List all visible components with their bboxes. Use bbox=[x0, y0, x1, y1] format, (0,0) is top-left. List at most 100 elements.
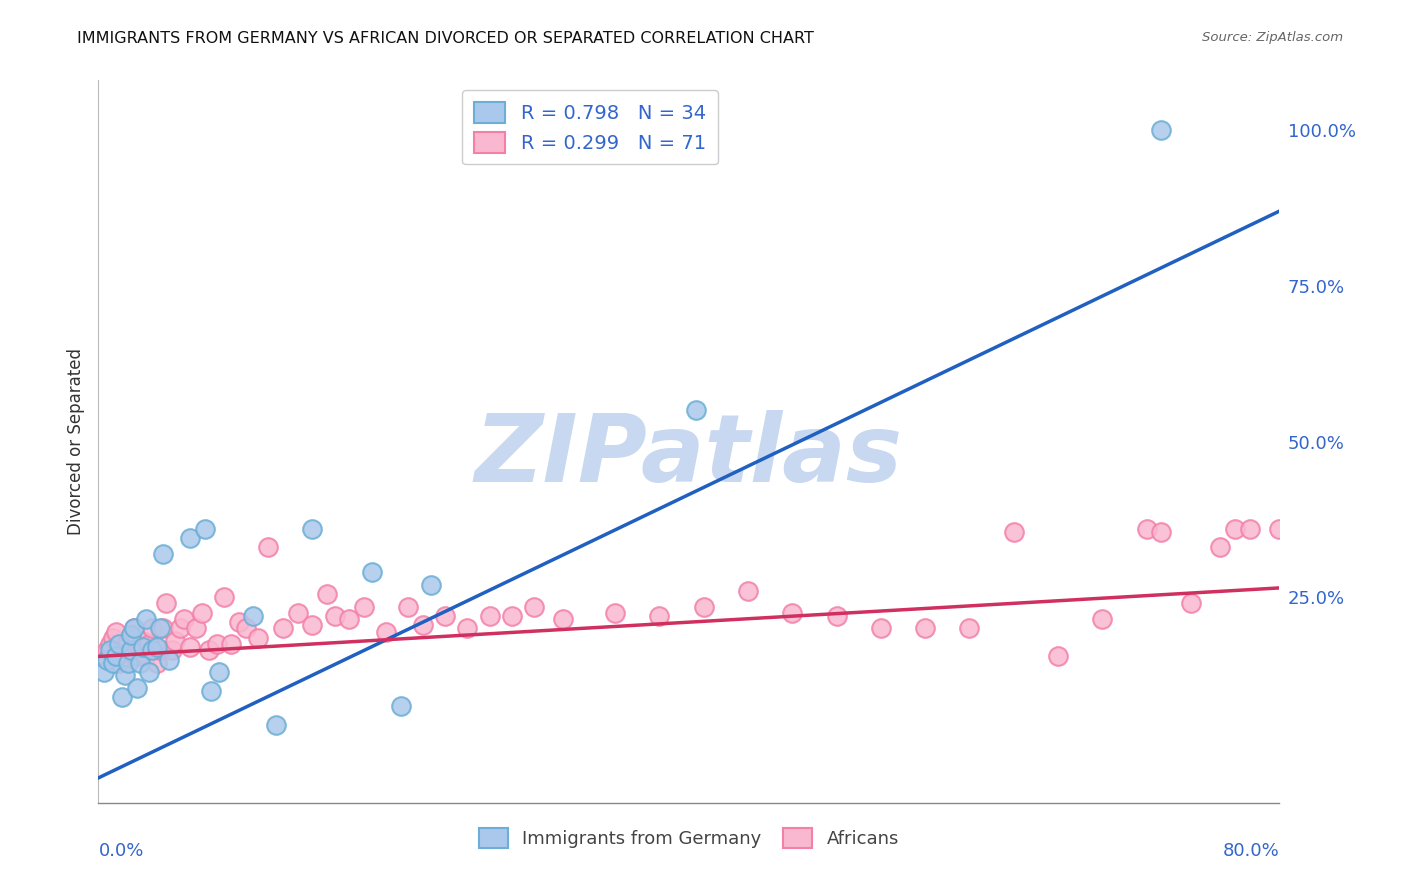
Point bbox=[184, 621, 207, 635]
Point bbox=[155, 597, 177, 611]
Point bbox=[648, 609, 671, 624]
Point bbox=[125, 649, 148, 664]
Point bbox=[179, 640, 201, 654]
Point bbox=[120, 643, 142, 657]
Point bbox=[1091, 612, 1114, 626]
Point bbox=[457, 621, 479, 635]
Point bbox=[103, 656, 125, 670]
Point bbox=[339, 612, 361, 626]
Point bbox=[478, 609, 501, 624]
Point bbox=[782, 606, 804, 620]
Point bbox=[412, 618, 434, 632]
Point bbox=[120, 627, 142, 641]
Point bbox=[117, 656, 139, 670]
Point bbox=[434, 609, 457, 624]
Point bbox=[96, 652, 118, 666]
Point bbox=[398, 599, 420, 614]
Point bbox=[389, 699, 412, 714]
Point bbox=[132, 640, 155, 654]
Point bbox=[162, 643, 183, 657]
Point bbox=[1268, 522, 1291, 536]
Point bbox=[120, 627, 142, 641]
Point bbox=[553, 612, 575, 626]
Point bbox=[111, 690, 134, 704]
Point bbox=[1136, 522, 1159, 536]
Point bbox=[1150, 123, 1173, 137]
Point bbox=[200, 683, 222, 698]
Point bbox=[93, 665, 115, 679]
Point bbox=[169, 621, 191, 635]
Point bbox=[98, 637, 121, 651]
Point bbox=[685, 403, 707, 417]
Point bbox=[208, 665, 231, 679]
Point bbox=[228, 615, 250, 630]
Point bbox=[117, 633, 139, 648]
Point bbox=[375, 624, 398, 639]
Point bbox=[301, 618, 323, 632]
Point bbox=[737, 584, 759, 599]
Point bbox=[152, 621, 174, 635]
Point bbox=[605, 606, 627, 620]
Text: Source: ZipAtlas.com: Source: ZipAtlas.com bbox=[1202, 31, 1343, 45]
Point bbox=[138, 665, 160, 679]
Point bbox=[114, 640, 136, 654]
Point bbox=[323, 609, 346, 624]
Point bbox=[221, 637, 243, 651]
Point bbox=[353, 599, 375, 614]
Point bbox=[235, 621, 257, 635]
Point bbox=[132, 633, 155, 648]
Point bbox=[242, 609, 264, 624]
Point bbox=[179, 531, 201, 545]
Point bbox=[96, 643, 118, 657]
Point bbox=[1150, 524, 1173, 539]
Point bbox=[693, 599, 716, 614]
Point bbox=[264, 718, 287, 732]
Point bbox=[128, 656, 150, 670]
Point bbox=[205, 637, 228, 651]
Point bbox=[105, 624, 128, 639]
Y-axis label: Divorced or Separated: Divorced or Separated bbox=[66, 348, 84, 535]
Point bbox=[138, 637, 160, 651]
Point bbox=[212, 591, 235, 605]
Point bbox=[287, 606, 309, 620]
Point bbox=[523, 599, 546, 614]
Text: 0.0%: 0.0% bbox=[98, 842, 143, 860]
Point bbox=[114, 668, 136, 682]
Point bbox=[146, 640, 169, 654]
Point bbox=[128, 640, 150, 654]
Point bbox=[198, 643, 221, 657]
Point bbox=[122, 621, 145, 635]
Point bbox=[149, 643, 172, 657]
Point bbox=[419, 578, 441, 592]
Point bbox=[914, 621, 936, 635]
Point bbox=[152, 547, 174, 561]
Point bbox=[108, 637, 131, 651]
Point bbox=[301, 522, 323, 536]
Point bbox=[108, 656, 131, 670]
Point bbox=[1002, 524, 1025, 539]
Point bbox=[141, 621, 163, 635]
Point bbox=[1180, 597, 1202, 611]
Point bbox=[105, 649, 128, 664]
Point bbox=[246, 631, 269, 645]
Point bbox=[257, 541, 280, 555]
Point bbox=[959, 621, 981, 635]
Point bbox=[157, 652, 180, 666]
Point bbox=[135, 612, 157, 626]
Point bbox=[93, 649, 115, 664]
Point bbox=[360, 566, 382, 580]
Text: IMMIGRANTS FROM GERMANY VS AFRICAN DIVORCED OR SEPARATED CORRELATION CHART: IMMIGRANTS FROM GERMANY VS AFRICAN DIVOR… bbox=[77, 31, 814, 46]
Text: 80.0%: 80.0% bbox=[1223, 842, 1279, 860]
Point bbox=[146, 656, 169, 670]
Point bbox=[501, 609, 523, 624]
Point bbox=[141, 643, 163, 657]
Point bbox=[271, 621, 294, 635]
Point bbox=[191, 606, 214, 620]
Point bbox=[125, 681, 148, 695]
Point bbox=[122, 621, 145, 635]
Legend: Immigrants from Germany, Africans: Immigrants from Germany, Africans bbox=[472, 821, 905, 855]
Point bbox=[98, 643, 121, 657]
Point bbox=[103, 631, 125, 645]
Point bbox=[194, 522, 217, 536]
Point bbox=[1239, 522, 1261, 536]
